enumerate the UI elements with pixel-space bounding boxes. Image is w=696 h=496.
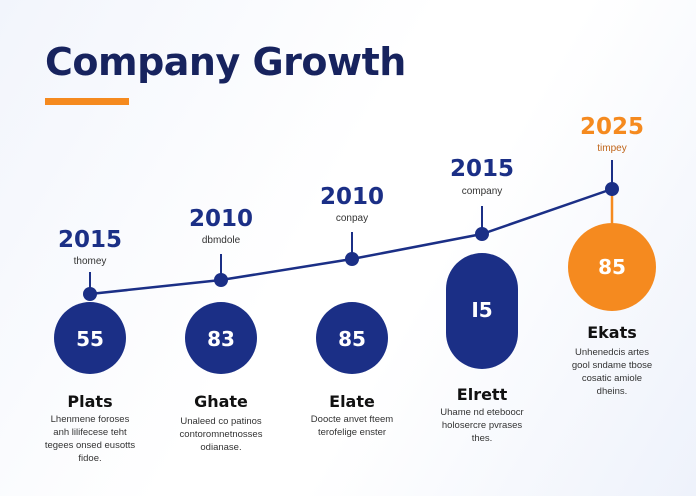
milestone-sub: thomey [73,256,107,267]
milestone-label: Plats [67,392,113,411]
milestone-value: 55 [76,327,104,351]
milestone-description: Unhenedcis artes gool sndame tbose cosatic… [571,347,653,397]
milestone-sub: conpay [335,213,369,224]
milestone-circle [316,302,388,374]
milestone-circle-highlight [568,223,656,311]
milestone-label: Ekats [587,323,637,342]
milestone-year: 2010 [319,184,385,210]
milestone-label: Elrett [456,385,508,404]
milestone-sub: dbmdole [201,235,241,246]
milestone-value: I5 [471,298,493,322]
page-title: Company Growth [45,40,406,84]
milestone-year-highlight: 2025 [579,114,645,140]
milestone-value: 85 [598,255,626,279]
milestone-sub: company [461,186,503,197]
milestone-description: Doocte anvet fteem terofelige enster [310,414,394,438]
milestone-circle [185,302,257,374]
milestone-sub: timpey [597,143,627,154]
milestone-year: 2015 [57,227,123,253]
milestone-label: Ghate [194,392,248,411]
milestone-value: 83 [207,327,235,351]
milestone-value: 85 [338,327,366,351]
milestone-circle [54,302,126,374]
milestone-description: Lhenmene foroses anh lilifecese teht tegee… [44,414,136,464]
timeline-dot [214,273,228,287]
milestone-year: 2010 [188,206,254,232]
title-underline [45,98,129,105]
timeline-dot [605,182,619,196]
timeline-dot [345,252,359,266]
milestone-description: Unaleed co patinos contoromnetnosses odian… [179,416,263,453]
timeline-dot [475,227,489,241]
milestone-year: 2015 [449,156,515,182]
milestone-capsule [446,253,518,369]
milestone-label: Elate [329,392,375,411]
timeline-dot [83,287,97,301]
milestone-description: Uhame nd eteboocr holosercre pvrases thes. [440,407,524,444]
